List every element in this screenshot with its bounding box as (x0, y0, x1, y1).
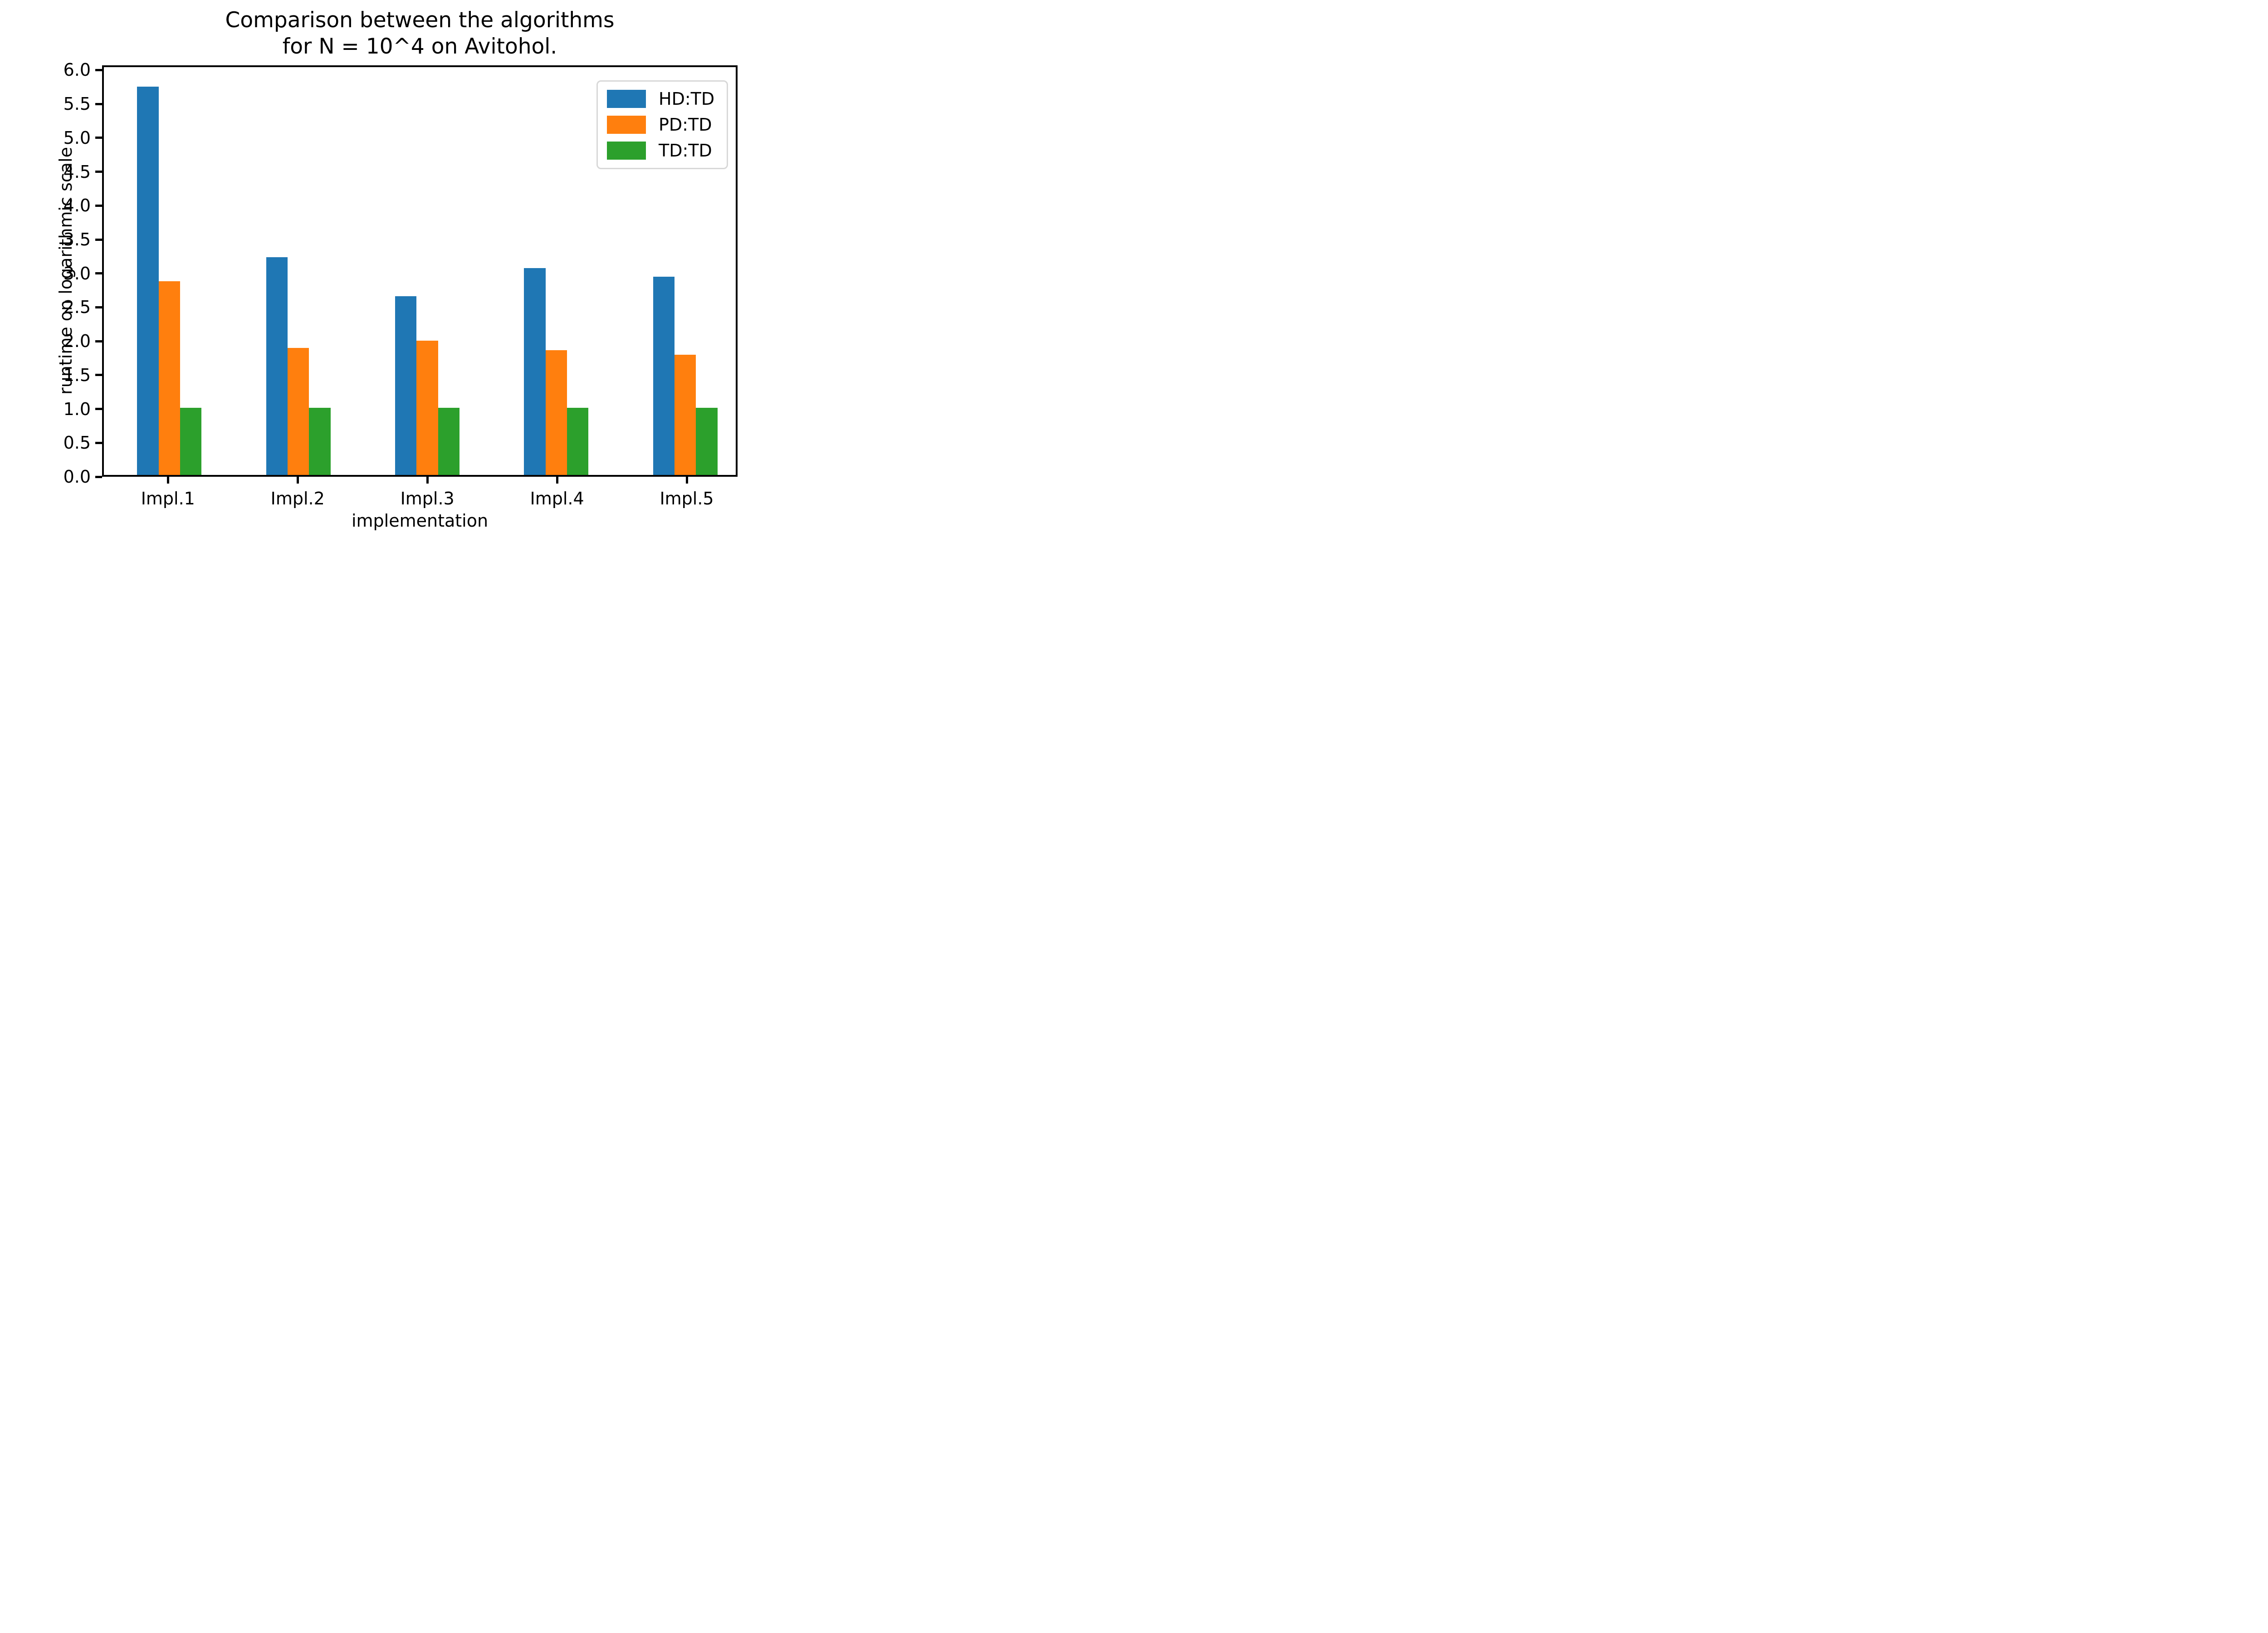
y-tick-label: 1.5 (63, 365, 91, 385)
legend-swatch-pdtd (607, 115, 646, 134)
bar-pdtd-impl4 (545, 350, 567, 475)
x-tick-label: Impl.5 (660, 489, 714, 508)
y-tick-mark (95, 137, 102, 139)
y-tick-mark (95, 103, 102, 105)
y-tick-label: 1.0 (63, 399, 91, 419)
chart-title-line2: for N = 10^4 on Avitohol. (282, 34, 557, 59)
x-tick-label: Impl.2 (270, 489, 325, 508)
y-tick-label: 0.0 (63, 467, 91, 487)
y-tick-label: 2.0 (63, 331, 91, 352)
y-tick-label: 2.5 (63, 297, 91, 318)
x-tick-mark (166, 477, 169, 484)
bar-pdtd-impl2 (288, 348, 309, 475)
y-tick-mark (95, 374, 102, 376)
y-tick-mark (95, 408, 102, 411)
y-tick-label: 5.0 (63, 127, 91, 148)
y-tick-label: 3.0 (63, 263, 91, 284)
y-tick-label: 0.5 (63, 433, 91, 453)
bar-tdtd-impl1 (180, 407, 202, 475)
bar-tdtd-impl4 (567, 407, 589, 475)
x-tick-mark (426, 477, 429, 484)
legend-label: TD:TD (659, 140, 712, 161)
x-tick-mark (556, 477, 558, 484)
bar-hdtd-impl3 (395, 296, 417, 475)
bar-hdtd-impl4 (524, 268, 546, 475)
y-tick-mark (95, 238, 102, 241)
figure: Comparison between the algorithms for N … (0, 0, 816, 544)
x-tick-mark (685, 477, 688, 484)
y-tick-mark (95, 441, 102, 444)
y-tick-label: 4.5 (63, 161, 91, 182)
y-tick-mark (95, 306, 102, 308)
y-tick-mark (95, 272, 102, 275)
x-tick-mark (296, 477, 299, 484)
legend-label: HD:TD (659, 89, 715, 109)
bar-tdtd-impl3 (438, 407, 460, 475)
bar-pdtd-impl3 (416, 340, 438, 475)
bar-pdtd-impl1 (158, 281, 181, 475)
legend-swatch-tdtd (607, 141, 646, 160)
x-tick-label: Impl.1 (141, 489, 195, 508)
legend: HD:TD PD:TD TD:TD (596, 80, 728, 169)
y-tick-label: 6.0 (63, 60, 91, 80)
chart-title-line1: Comparison between the algorithms (225, 8, 615, 33)
x-tick-label: Impl.3 (400, 489, 455, 508)
y-tick-mark (95, 340, 102, 342)
y-tick-label: 3.5 (63, 230, 91, 250)
y-tick-label: 4.0 (63, 196, 91, 216)
legend-row: HD:TD (607, 90, 718, 108)
chart-title: Comparison between the algorithms for N … (102, 7, 738, 60)
bar-hdtd-impl1 (137, 86, 159, 475)
y-tick-label: 5.5 (63, 94, 91, 114)
legend-row: TD:TD (607, 140, 718, 161)
legend-row: PD:TD (607, 114, 718, 135)
x-axis-label: implementation (351, 511, 489, 531)
legend-swatch-hdtd (607, 90, 646, 108)
bar-hdtd-impl2 (266, 257, 288, 475)
bar-tdtd-impl5 (696, 407, 718, 475)
x-tick-label: Impl.4 (530, 489, 584, 508)
bar-pdtd-impl5 (675, 354, 696, 475)
y-tick-mark (95, 204, 102, 207)
legend-label: PD:TD (659, 114, 712, 135)
bar-hdtd-impl5 (653, 277, 675, 475)
y-tick-mark (95, 68, 102, 71)
y-tick-mark (95, 171, 102, 173)
y-tick-mark (95, 475, 102, 478)
bar-tdtd-impl2 (309, 407, 331, 475)
